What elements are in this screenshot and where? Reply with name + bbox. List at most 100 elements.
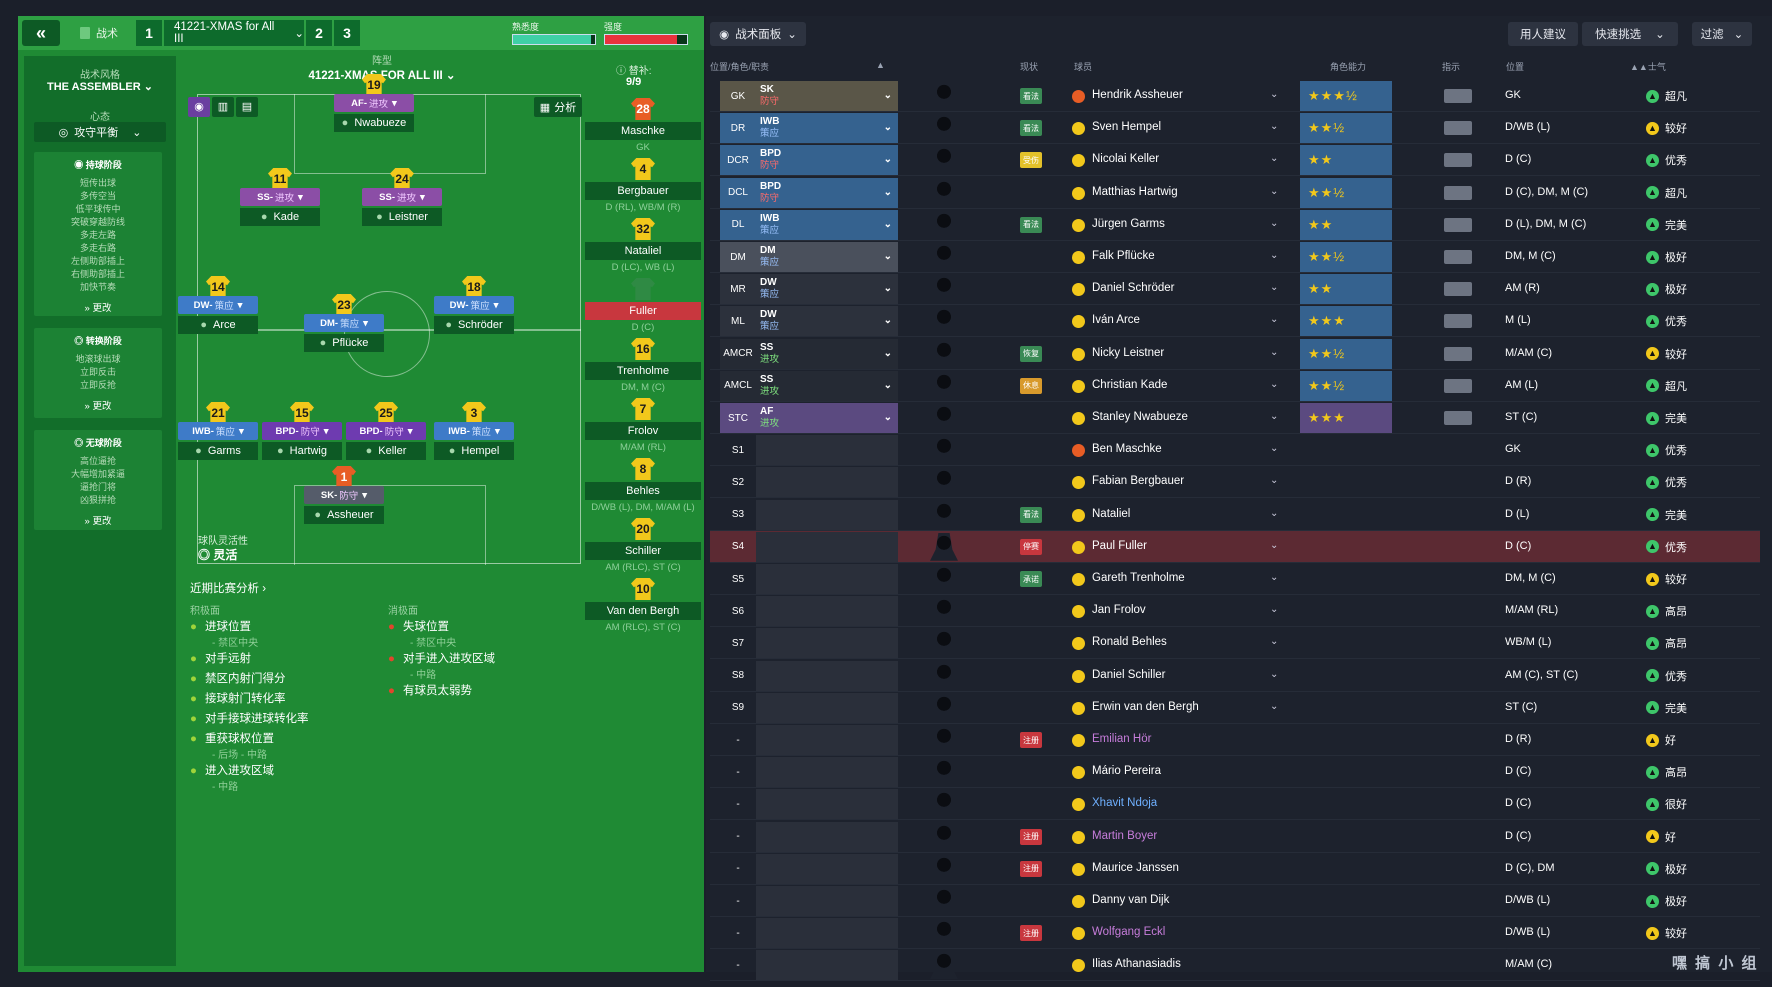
instructions-icon[interactable] <box>1444 217 1472 232</box>
player-name-select[interactable]: ● Keller <box>346 442 426 460</box>
recent-analysis-link[interactable]: 近期比赛分析 › <box>190 583 267 595</box>
player-name[interactable]: Daniel Schröder <box>1092 282 1175 295</box>
player-name-select[interactable]: ● Pflücke <box>304 334 384 352</box>
role-select[interactable]: SS 进攻 ⌄ <box>756 370 898 401</box>
player-name[interactable]: Fabian Bergbauer <box>1092 475 1185 488</box>
instructions-icon[interactable] <box>1444 153 1472 168</box>
chevron-down-icon[interactable]: ⌄ <box>1270 411 1279 422</box>
squad-row[interactable]: - Ilias Athanasiadis M/AM (C) <box>710 949 1760 982</box>
player-name[interactable]: Danny van Dijk <box>1092 894 1170 906</box>
col-condition[interactable]: 现状 <box>1020 62 1039 72</box>
substitute-name-select[interactable]: Behles <box>585 482 701 500</box>
chevron-down-icon[interactable]: ⌄ <box>1270 217 1279 229</box>
role-select[interactable]: BPD 防守 ⌄ <box>756 145 898 176</box>
player-role[interactable]: DW - 策应 ▾ <box>434 296 514 314</box>
substitute-name-select[interactable]: Frolov <box>585 422 701 440</box>
player-name[interactable]: Paul Fuller <box>1092 539 1147 552</box>
chevron-down-icon[interactable]: ⌄ <box>1270 314 1279 326</box>
substitute-name-select[interactable]: Fuller <box>585 302 701 320</box>
player-name-select[interactable]: ● Assheuer <box>304 506 384 524</box>
player-role[interactable]: DW - 策应 ▾ <box>178 296 258 314</box>
player-name[interactable]: Xhavit Ndoja <box>1092 797 1158 810</box>
player-name-select[interactable]: ● Hempel <box>434 442 514 460</box>
chevron-down-icon[interactable]: ⌄ <box>1270 185 1279 197</box>
pitch-player[interactable]: 21 IWB - 策应 ▾ ● Garms <box>178 402 258 462</box>
player-name[interactable]: Falk Pflücke <box>1092 250 1155 262</box>
squad-row[interactable]: - Mário Pereira D (C) ▲ 高昂 <box>710 756 1760 789</box>
player-name[interactable]: Matthias Hartwig <box>1092 185 1178 198</box>
chevron-down-icon[interactable]: ⌄ <box>1270 346 1279 358</box>
player-name[interactable]: Jan Frolov <box>1092 604 1146 617</box>
substitute-slot[interactable]: 4 Bergbauer D (RL), WB/M (R) <box>585 158 701 224</box>
chevron-down-icon[interactable]: ⌄ <box>1270 443 1279 455</box>
familiarity-meter[interactable] <box>512 34 596 45</box>
substitute-name-select[interactable]: Nataliel <box>585 242 701 260</box>
squad-row[interactable]: - 注册 Wolfgang Eckl D/WB (L) ▲ 较好 <box>710 917 1760 950</box>
squad-row[interactable]: AMCL SS 进攻 ⌄ 休息 Christian Kade ⌄ ★★½ AM (L) ▲ 超凡 <box>710 370 1760 402</box>
col-position[interactable]: 位置 <box>1506 62 1525 72</box>
squad-row[interactable]: S8 Daniel Schiller ⌄ AM (C), ST (C) ▲ 优秀 <box>710 660 1760 692</box>
chevron-down-icon[interactable]: ⌄ <box>1270 539 1279 551</box>
player-name[interactable]: Emilian Hör <box>1092 733 1152 745</box>
player-name[interactable]: Stanley Nwabueze <box>1092 411 1188 423</box>
substitute-slot[interactable]: 7 Frolov M/AM (RL) <box>585 398 701 464</box>
squad-row[interactable]: DCL BPD 防守 ⌄ Matthias Hartwig ⌄ ★★½ D (C), DM, … <box>710 177 1760 209</box>
collapse-button[interactable]: « <box>22 20 60 46</box>
player-name[interactable]: Nataliel <box>1092 507 1131 520</box>
mentality-select[interactable]: ◎ 攻守平衡 ⌄ <box>34 122 166 142</box>
player-name[interactable]: Mário Pereira <box>1092 765 1162 778</box>
analysis-button[interactable]: ▦ 分析 <box>534 97 582 117</box>
instructions-icon[interactable] <box>1444 89 1472 103</box>
role-select[interactable]: SS 进攻 ⌄ <box>756 338 898 369</box>
col-role-ability[interactable]: 角色能力 <box>1330 62 1367 72</box>
player-name[interactable]: Wolfgang Eckl <box>1092 926 1166 939</box>
list-view-icon[interactable]: ▤ <box>236 97 258 117</box>
squad-row[interactable]: S9 Erwin van den Bergh ⌄ ST (C) ▲ 完美 <box>710 692 1760 724</box>
player-name-select[interactable]: ● Leistner <box>362 208 442 226</box>
substitute-slot[interactable]: 16 Trenholme DM, M (C) <box>585 338 701 404</box>
player-name-select[interactable]: ● Kade <box>240 208 320 226</box>
transition-change-button[interactable]: » 更改 <box>84 401 112 412</box>
pitch-player[interactable]: 15 BPD - 防守 ▾ ● Hartwig <box>262 402 342 462</box>
player-name-select[interactable]: ● Arce <box>178 316 258 334</box>
squad-row[interactable]: S4 停赛 Paul Fuller ⌄ D (C) ▲ 优秀 <box>710 530 1760 563</box>
squad-row[interactable]: MR DW 策应 ⌄ Daniel Schröder ⌄ ★★ AM (R) ▲ 极好 <box>710 273 1760 306</box>
player-role[interactable]: AF - 进攻 ▾ <box>334 94 414 112</box>
squad-row[interactable]: DCR BPD 防守 ⌄ 受伤 Nicolai Keller ⌄ ★★ D (C) ▲ 优秀 <box>710 144 1760 177</box>
role-select[interactable]: IWB 策应 ⌄ <box>756 113 898 144</box>
player-name[interactable]: Erwin van den Bergh <box>1092 700 1199 713</box>
instructions-icon[interactable] <box>1444 314 1472 329</box>
squad-row[interactable]: S6 Jan Frolov ⌄ M/AM (RL) ▲ 高昂 <box>710 595 1760 628</box>
chevron-down-icon[interactable]: ⌄ <box>1270 121 1279 133</box>
substitute-name-select[interactable]: Maschke <box>585 122 701 140</box>
squad-row[interactable]: - 注册 Maurice Janssen D (C), DM ▲ 极好 <box>710 853 1760 885</box>
quick-pick-button[interactable]: 快速挑选 ⌄ <box>1582 22 1678 46</box>
player-name[interactable]: Ronald Behles <box>1092 636 1167 649</box>
role-select[interactable]: SK 防守 ⌄ <box>756 81 898 111</box>
pitch-player[interactable]: 11 SS - 进攻 ▾ ● Kade <box>240 168 320 228</box>
squad-row[interactable]: S2 Fabian Bergbauer ⌄ D (R) ▲ 优秀 <box>710 466 1760 499</box>
player-name-select[interactable]: ● Schröder <box>434 316 514 334</box>
squad-row[interactable]: S5 承诺 Gareth Trenholme ⌄ DM, M (C) ▲ 较好 <box>710 563 1760 595</box>
chevron-down-icon[interactable]: ⌄ <box>1270 282 1279 294</box>
player-role[interactable]: BPD - 防守 ▾ <box>346 422 426 440</box>
player-role[interactable]: DM - 策应 ▾ <box>304 314 384 332</box>
player-name[interactable]: Martin Boyer <box>1092 829 1158 842</box>
col-position-role[interactable]: 位置/角色/职责 <box>710 62 770 72</box>
tactics-panel-button[interactable]: ◉ 战术面板 ⌄ <box>710 22 806 46</box>
intensity-meter[interactable] <box>604 34 688 45</box>
squad-row[interactable]: AMCR SS 进攻 ⌄ 恢复 Nicky Leistner ⌄ ★★½ M/AM (C) ▲ 较好 <box>710 338 1760 370</box>
player-name-select[interactable]: ● Garms <box>178 442 258 460</box>
pitch-player[interactable]: 1 SK - 防守 ▾ ● Assheuer <box>304 466 384 526</box>
pitch-player[interactable]: 14 DW - 策应 ▾ ● Arce <box>178 276 258 336</box>
chevron-down-icon[interactable]: ⌄ <box>1270 700 1279 712</box>
player-name[interactable]: Sven Hempel <box>1092 121 1162 134</box>
squad-row[interactable]: - Danny van Dijk D/WB (L) ▲ 极好 <box>710 885 1760 917</box>
substitute-slot[interactable]: 10 Van den Bergh AM (RLC), ST (C) <box>585 578 701 644</box>
col-player[interactable]: 球员 <box>1074 62 1093 72</box>
pitch-player[interactable]: 3 IWB - 策应 ▾ ● Hempel <box>434 402 514 462</box>
substitute-slot[interactable]: Fuller D (C) <box>585 278 701 344</box>
squad-row[interactable]: ML DW 策应 ⌄ Iván Arce ⌄ ★★★ M (L) ▲ 优秀 <box>710 305 1760 338</box>
player-name[interactable]: Iván Arce <box>1092 314 1140 327</box>
instructions-icon[interactable] <box>1444 185 1472 200</box>
